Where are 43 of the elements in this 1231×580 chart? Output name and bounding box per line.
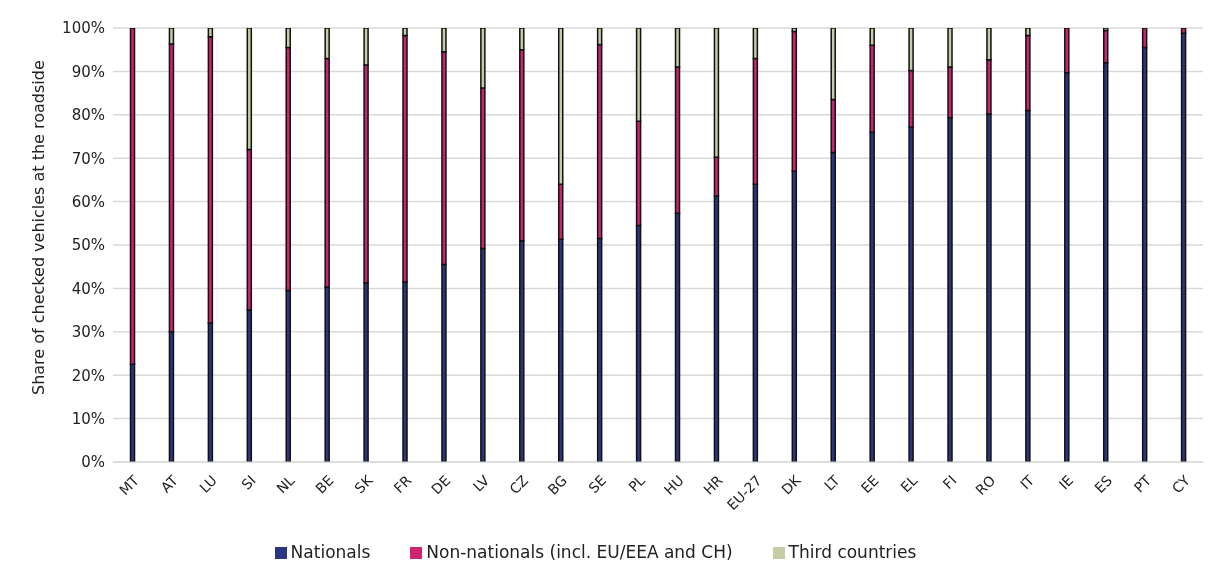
legend-label: Non-nationals (incl. EU/EEA and CH) [426,542,733,562]
y-tick-label: 70% [71,149,105,168]
x-tick-label: DK [778,471,805,498]
x-tick-label: EL [897,472,921,496]
y-tick-label: 80% [71,106,105,125]
y-tick-label: 40% [71,279,105,298]
y-tick-label: 90% [71,62,105,81]
y-tick-label: 50% [71,236,105,255]
x-tick-label: AT [157,471,182,496]
y-tick-label: 0% [81,453,105,472]
x-tick-label: CZ [506,472,532,498]
x-tick-label: PL [625,472,649,495]
x-tick-label: CY [1168,471,1194,497]
bar [1180,32,1187,462]
x-tick-label: PT [1130,471,1155,496]
x-tick-label: MT [116,471,143,499]
x-tick-label: SE [585,472,610,497]
y-tick-label: 30% [71,323,105,342]
x-tick-label: NL [273,472,298,497]
x-tick-label: IT [1017,471,1038,493]
legend-label: Third countries [788,542,917,562]
x-tick-label: FR [390,471,415,497]
y-tick-label: 10% [71,409,105,428]
x-tick-label: BG [544,472,571,498]
x-tick-label: IE [1055,472,1077,493]
x-tick-label: SI [238,472,259,493]
x-tick-label: LT [821,471,843,494]
x-tick-label: LU [196,472,220,496]
x-tick-label: LV [469,471,493,495]
legend-label: Nationals [290,542,371,562]
y-tick-label: 20% [71,366,105,385]
x-tick-label: BE [312,472,337,497]
x-tick-label: DE [428,472,454,498]
y-tick-label: 100% [62,19,105,38]
y-axis-title: Share of checked vehicles at the roadside [28,60,48,395]
x-tick-label: FI [939,472,960,493]
y-tick-label: 60% [71,192,105,211]
x-tick-label: SK [351,471,377,497]
x-tick-label: ES [1091,472,1116,497]
x-tick-label: RO [972,472,999,499]
x-tick-label: HR [700,471,727,498]
x-tick-label: EE [857,472,882,496]
x-tick-label: HU [660,472,687,499]
